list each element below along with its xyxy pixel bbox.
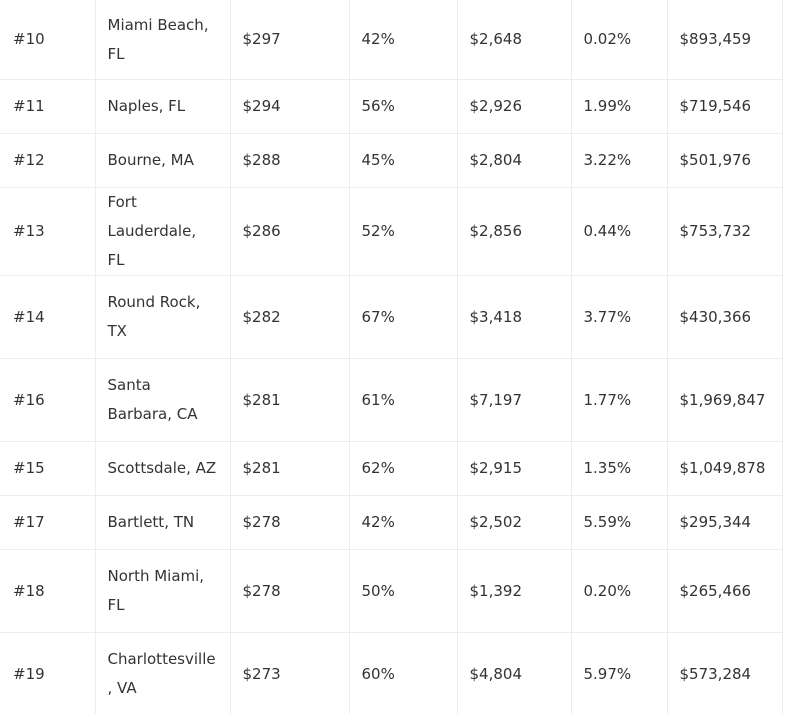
rent-cell: $2,915 bbox=[457, 441, 572, 496]
city-cell: Miami Beach, FL bbox=[95, 0, 231, 80]
cost-cell: $294 bbox=[230, 79, 350, 134]
percent-cell: 42% bbox=[349, 495, 458, 550]
growth-cell: 1.35% bbox=[571, 441, 668, 496]
price-cell: $501,976 bbox=[667, 133, 783, 188]
cost-cell: $282 bbox=[230, 275, 350, 359]
city-cell: Naples, FL bbox=[95, 79, 231, 134]
percent-cell: 50% bbox=[349, 549, 458, 633]
cost-cell: $286 bbox=[230, 187, 350, 276]
cost-cell: $281 bbox=[230, 358, 350, 442]
price-cell: $265,466 bbox=[667, 549, 783, 633]
growth-cell: 1.99% bbox=[571, 79, 668, 134]
price-cell: $430,366 bbox=[667, 275, 783, 359]
table-row: #14 Round Rock, TX $282 67% $3,418 3.77% $430,… bbox=[0, 275, 783, 359]
table-row: #17 Bartlett, TN $278 42% $2,502 5.59% $295,34… bbox=[0, 495, 783, 550]
table-row: #13 Fort Lauderdale, FL $286 52% $2,856 0.44%… bbox=[0, 187, 783, 276]
percent-cell: 60% bbox=[349, 632, 458, 714]
rank-cell: #14 bbox=[0, 275, 96, 359]
city-cell: Santa Barbara, CA bbox=[95, 358, 231, 442]
city-cell: Round Rock, TX bbox=[95, 275, 231, 359]
growth-cell: 1.77% bbox=[571, 358, 668, 442]
growth-cell: 0.02% bbox=[571, 0, 668, 80]
table-row: #11 Naples, FL $294 56% $2,926 1.99% $719,546 bbox=[0, 79, 783, 134]
cost-cell: $273 bbox=[230, 632, 350, 714]
rent-cell: $2,856 bbox=[457, 187, 572, 276]
price-cell: $573,284 bbox=[667, 632, 783, 714]
cost-cell: $297 bbox=[230, 0, 350, 80]
growth-cell: 0.20% bbox=[571, 549, 668, 633]
rank-cell: #11 bbox=[0, 79, 96, 134]
table-row: #10 Miami Beach, FL $297 42% $2,648 0.02% $893… bbox=[0, 0, 783, 80]
price-cell: $753,732 bbox=[667, 187, 783, 276]
percent-cell: 67% bbox=[349, 275, 458, 359]
rank-cell: #12 bbox=[0, 133, 96, 188]
percent-cell: 56% bbox=[349, 79, 458, 134]
rent-cell: $2,502 bbox=[457, 495, 572, 550]
percent-cell: 42% bbox=[349, 0, 458, 80]
rank-cell: #15 bbox=[0, 441, 96, 496]
growth-cell: 3.77% bbox=[571, 275, 668, 359]
rank-cell: #19 bbox=[0, 632, 96, 714]
growth-cell: 3.22% bbox=[571, 133, 668, 188]
rank-cell: #17 bbox=[0, 495, 96, 550]
price-cell: $295,344 bbox=[667, 495, 783, 550]
city-cell: Bartlett, TN bbox=[95, 495, 231, 550]
table-row: #18 North Miami, FL $278 50% $1,392 0.20% $265… bbox=[0, 549, 783, 633]
rent-cell: $4,804 bbox=[457, 632, 572, 714]
growth-cell: 0.44% bbox=[571, 187, 668, 276]
rent-cell: $2,926 bbox=[457, 79, 572, 134]
price-cell: $893,459 bbox=[667, 0, 783, 80]
city-cell: Fort Lauderdale, FL bbox=[95, 187, 231, 276]
cost-cell: $281 bbox=[230, 441, 350, 496]
table-row: #16 Santa Barbara, CA $281 61% $7,197 1.77% $1… bbox=[0, 358, 783, 442]
rent-cell: $1,392 bbox=[457, 549, 572, 633]
cost-cell: $278 bbox=[230, 549, 350, 633]
city-cell: Bourne, MA bbox=[95, 133, 231, 188]
price-cell: $719,546 bbox=[667, 79, 783, 134]
rent-cell: $3,418 bbox=[457, 275, 572, 359]
percent-cell: 52% bbox=[349, 187, 458, 276]
city-cell: Charlottesville, VA bbox=[95, 632, 231, 714]
growth-cell: 5.59% bbox=[571, 495, 668, 550]
growth-cell: 5.97% bbox=[571, 632, 668, 714]
price-cell: $1,049,878 bbox=[667, 441, 783, 496]
cost-cell: $278 bbox=[230, 495, 350, 550]
rent-cell: $2,804 bbox=[457, 133, 572, 188]
rank-cell: #10 bbox=[0, 0, 96, 80]
table-row: #12 Bourne, MA $288 45% $2,804 3.22% $501,976 bbox=[0, 133, 783, 188]
rent-cell: $2,648 bbox=[457, 0, 572, 80]
percent-cell: 45% bbox=[349, 133, 458, 188]
rank-cell: #16 bbox=[0, 358, 96, 442]
city-cell: North Miami, FL bbox=[95, 549, 231, 633]
percent-cell: 62% bbox=[349, 441, 458, 496]
price-cell: $1,969,847 bbox=[667, 358, 783, 442]
table-row: #19 Charlottesville, VA $273 60% $4,804 5.97%… bbox=[0, 632, 783, 714]
rank-cell: #13 bbox=[0, 187, 96, 276]
table-row: #15 Scottsdale, AZ $281 62% $2,915 1.35% $1,04… bbox=[0, 441, 783, 496]
rank-cell: #18 bbox=[0, 549, 96, 633]
cost-cell: $288 bbox=[230, 133, 350, 188]
percent-cell: 61% bbox=[349, 358, 458, 442]
city-cell: Scottsdale, AZ bbox=[95, 441, 231, 496]
rent-cell: $7,197 bbox=[457, 358, 572, 442]
